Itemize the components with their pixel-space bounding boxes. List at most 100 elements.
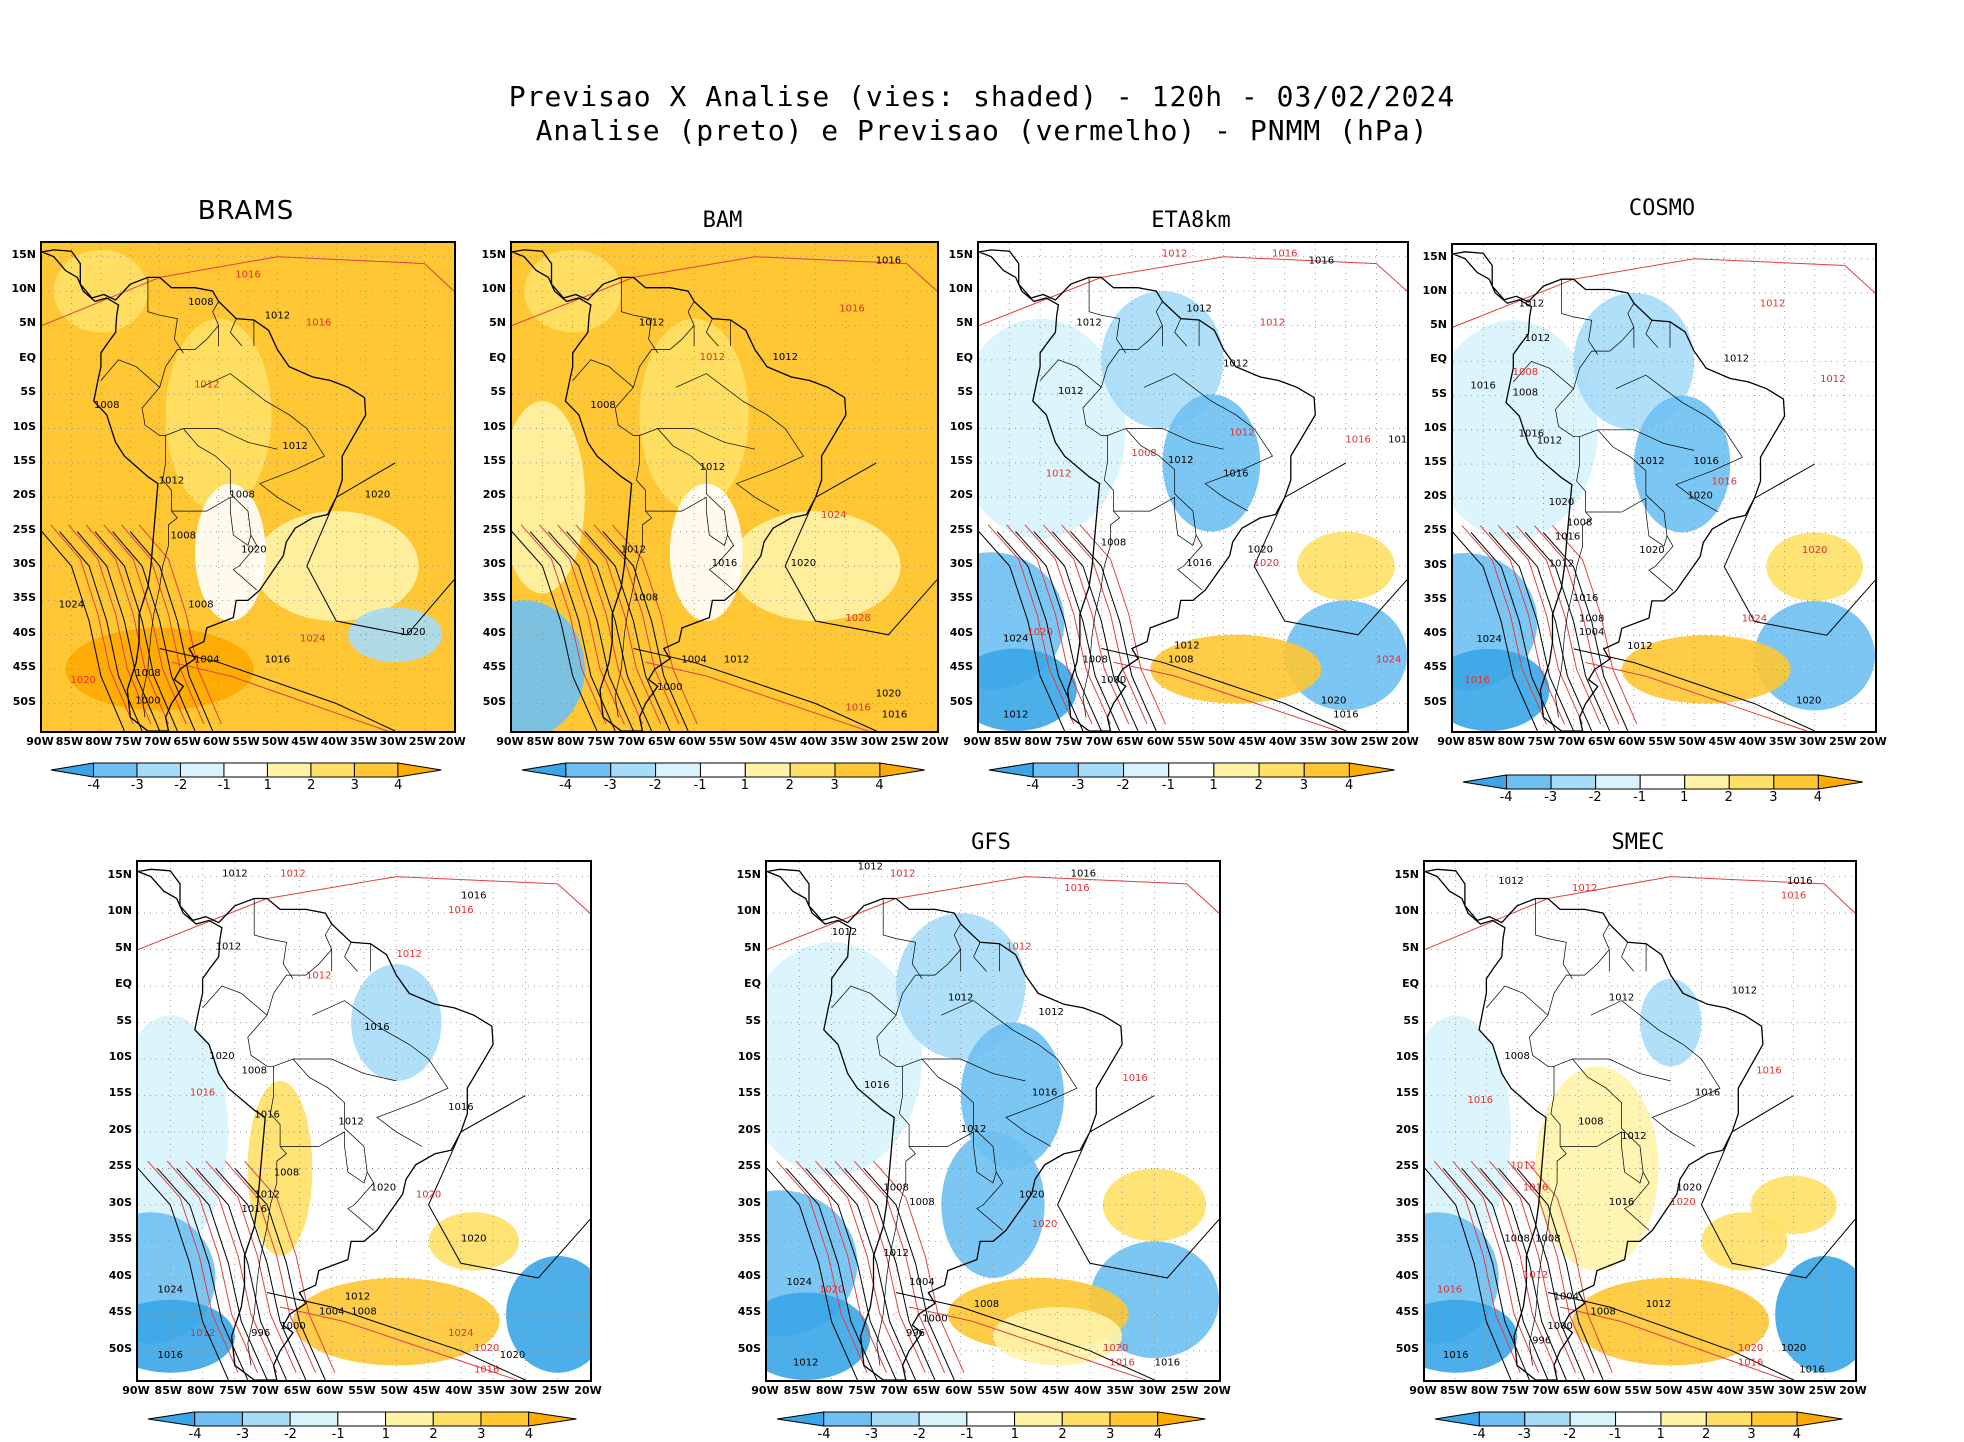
isobar-label-analysis: 1016 bbox=[1573, 593, 1598, 604]
isobar-label-analysis: 1016 bbox=[1695, 1087, 1720, 1098]
lon-label: 50W bbox=[1678, 735, 1706, 748]
colorbar-segment bbox=[180, 762, 225, 778]
lon-label: 65W bbox=[283, 1384, 312, 1397]
isobar-label-analysis: 1012 bbox=[1174, 641, 1199, 652]
colorbar-label: -4 bbox=[87, 778, 101, 793]
isobar-label-analysis: 1020 bbox=[241, 544, 266, 555]
isobar-analysis bbox=[844, 1168, 936, 1380]
isobar-label-analysis: 1020 bbox=[500, 1350, 525, 1361]
isobar-label-analysis: 1016 bbox=[1388, 434, 1407, 445]
isobar-label-forecast: 1012 bbox=[1523, 1270, 1548, 1281]
isobar-analysis bbox=[529, 531, 616, 731]
isobar-forecast bbox=[85, 524, 169, 725]
isobar-label-analysis: 1012 bbox=[254, 1190, 279, 1201]
isobar-forecast bbox=[645, 661, 870, 731]
isobar-label-forecast: 1012 bbox=[1260, 317, 1285, 328]
isobar-label-forecast: 1016 bbox=[1437, 1284, 1462, 1295]
isobar-label-analysis: 1008 bbox=[274, 1168, 299, 1179]
colorbar-label: -4 bbox=[559, 778, 572, 793]
colorbar-label: -4 bbox=[817, 1427, 831, 1442]
lat-label: 45S bbox=[1423, 660, 1447, 674]
isobar-label-analysis: 1004 bbox=[319, 1306, 344, 1317]
country-border bbox=[1535, 898, 1573, 979]
colorbar-label: -3 bbox=[1518, 1427, 1531, 1442]
isobar-label-forecast: 1016 bbox=[839, 304, 864, 315]
colorbar-label: -4 bbox=[1472, 1427, 1486, 1442]
lat-label: 50S bbox=[1423, 694, 1447, 708]
isobar-forecast bbox=[186, 1160, 278, 1373]
country-border bbox=[212, 301, 219, 347]
lon-label: 50W bbox=[1009, 1384, 1037, 1397]
colorbar-segment bbox=[789, 762, 836, 778]
country-border bbox=[941, 1000, 1078, 1147]
lat-label: 20S bbox=[12, 488, 36, 502]
colorbar-segment bbox=[1772, 774, 1819, 790]
colorbar-segment bbox=[1213, 762, 1260, 778]
isobar-label-analysis: 1016 bbox=[461, 890, 486, 901]
lon-label: 30W bbox=[1798, 735, 1827, 748]
colorbar-label: -1 bbox=[960, 1427, 974, 1442]
colorbar-label: -2 bbox=[648, 778, 662, 793]
isobar-analysis bbox=[306, 462, 454, 636]
lon-label: 90W bbox=[963, 735, 991, 748]
isobar-analysis bbox=[1070, 531, 1157, 731]
country-border bbox=[947, 1131, 997, 1184]
isobar-analysis bbox=[42, 531, 125, 731]
figure-title-line-1: Previsao X Analise (vies: shaded) - 120h… bbox=[508, 80, 1456, 113]
coastline bbox=[42, 249, 367, 731]
isobar-analysis bbox=[176, 1168, 268, 1380]
panel-title: COSMO bbox=[1628, 196, 1696, 221]
lat-label: EQ bbox=[115, 977, 132, 991]
isobar-forecast bbox=[1507, 1160, 1595, 1373]
isobar-label-analysis: 1004 bbox=[681, 654, 706, 665]
isobar-analysis bbox=[1524, 532, 1611, 731]
isobar-label-forecast: 1012 bbox=[280, 869, 305, 880]
isobar-label-analysis: 1016 bbox=[1071, 869, 1096, 880]
colorbar-segment bbox=[354, 762, 399, 778]
isobar-label-analysis: 1004 bbox=[194, 654, 219, 665]
lon-label: 70W bbox=[617, 735, 646, 748]
lat-label: 5N bbox=[19, 316, 36, 330]
isobar-forecast bbox=[575, 524, 662, 725]
isobar-label-analysis: 1000 bbox=[1101, 675, 1126, 686]
isobar-label-forecast: 1012 bbox=[1760, 299, 1785, 310]
isobar-label-forecast: 1016 bbox=[1122, 1073, 1147, 1084]
isobar-analysis bbox=[94, 531, 178, 731]
colorbar-label: 3 bbox=[350, 778, 359, 793]
colorbar bbox=[148, 1411, 577, 1427]
isobar-forecast bbox=[1585, 662, 1809, 731]
isobar-forecast bbox=[138, 876, 590, 950]
bias-region bbox=[512, 600, 585, 731]
isobar-label-analysis: 1016 bbox=[1693, 456, 1718, 467]
lat-label: 40S bbox=[482, 625, 506, 639]
isobar-analysis bbox=[1543, 532, 1629, 731]
lat-label: 25S bbox=[1395, 1159, 1419, 1173]
country-border bbox=[922, 1058, 1026, 1082]
isobar-label-analysis: 1008 bbox=[1578, 1117, 1603, 1128]
bias-region bbox=[506, 1255, 590, 1373]
colorbar-segment bbox=[918, 1411, 968, 1427]
isobar-label-forecast: 1020 bbox=[70, 675, 95, 686]
colorbar-segment bbox=[1462, 774, 1507, 790]
colorbar bbox=[1434, 1411, 1843, 1427]
isobar-label-analysis: 1020 bbox=[209, 1051, 234, 1062]
isobar-label-analysis: 1012 bbox=[724, 654, 749, 665]
isobar-label-analysis: 1016 bbox=[448, 1102, 473, 1113]
isobar-label-analysis: 1012 bbox=[1609, 993, 1634, 1004]
figure-title-line-2: Analise (preto) e Previsao (vermelho) - … bbox=[535, 114, 1429, 147]
bias-region bbox=[292, 1277, 500, 1366]
country-border bbox=[1596, 1131, 1644, 1184]
isobar-label-analysis: 1012 bbox=[1732, 985, 1757, 996]
isobar-label-analysis: 1012 bbox=[1498, 876, 1523, 887]
bias-region bbox=[669, 483, 743, 622]
bias-region bbox=[1621, 635, 1791, 704]
lat-label: 5S bbox=[116, 1013, 132, 1027]
lon-label: 75W bbox=[1527, 735, 1556, 748]
map-frame: 1012101210161016101610121012101210161020… bbox=[136, 860, 592, 1382]
country-border bbox=[318, 1131, 368, 1184]
lon-label: 20W bbox=[921, 735, 949, 748]
country-border bbox=[147, 277, 184, 354]
colorbar bbox=[1462, 774, 1863, 790]
lon-label: 65W bbox=[1116, 735, 1144, 748]
colorbar-segment bbox=[1258, 762, 1305, 778]
